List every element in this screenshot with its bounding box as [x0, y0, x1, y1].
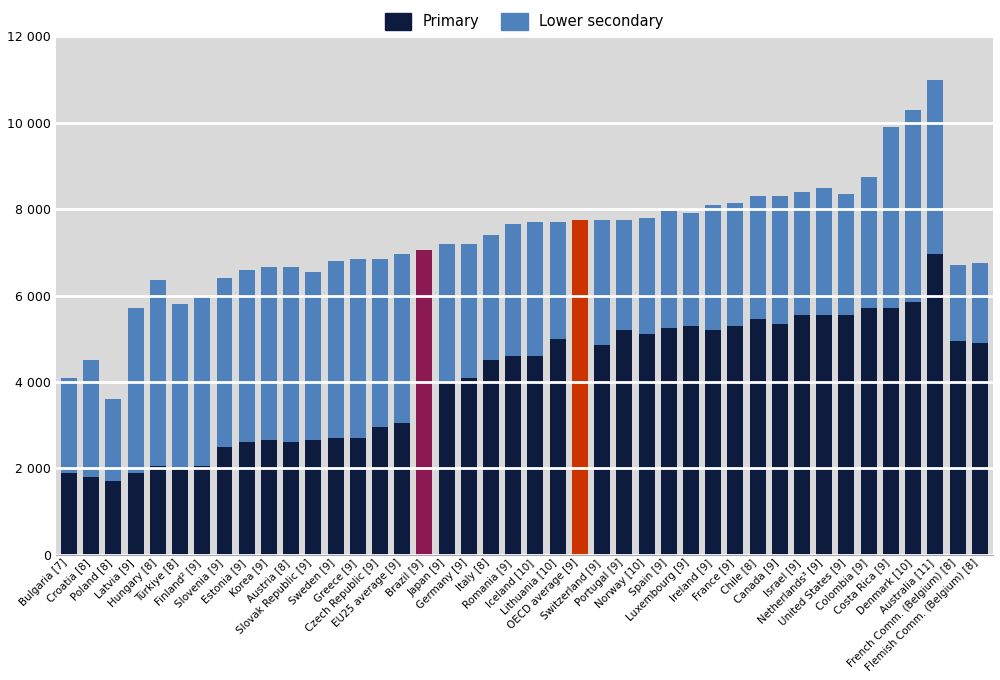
Bar — [527, 356, 543, 555]
Bar — [461, 243, 477, 377]
Bar — [350, 438, 366, 555]
Bar — [194, 296, 210, 466]
Bar — [239, 269, 255, 443]
Bar — [172, 469, 188, 555]
Bar — [750, 320, 766, 555]
Bar — [816, 188, 832, 315]
Bar — [305, 440, 321, 555]
Bar — [639, 218, 655, 335]
Bar — [572, 220, 588, 339]
Bar — [483, 360, 499, 555]
Bar — [283, 267, 299, 443]
Bar — [239, 443, 255, 555]
Bar — [328, 261, 344, 438]
Bar — [972, 343, 988, 555]
Bar — [150, 466, 166, 555]
Bar — [439, 243, 455, 382]
Bar — [705, 330, 721, 555]
Bar — [172, 304, 188, 469]
Bar — [838, 194, 854, 315]
Bar — [105, 481, 121, 555]
Bar — [572, 339, 588, 555]
Bar — [950, 265, 966, 341]
Bar — [372, 427, 388, 555]
Bar — [261, 267, 277, 440]
Bar — [483, 235, 499, 360]
Bar — [705, 205, 721, 330]
Bar — [727, 203, 743, 326]
Bar — [550, 222, 566, 339]
Bar — [439, 382, 455, 555]
Bar — [772, 196, 788, 324]
Bar — [217, 278, 232, 447]
Bar — [505, 356, 521, 555]
Bar — [261, 440, 277, 555]
Bar — [594, 220, 610, 345]
Bar — [727, 326, 743, 555]
Bar — [461, 377, 477, 555]
Bar — [772, 324, 788, 555]
Legend: Primary, Lower secondary: Primary, Lower secondary — [379, 7, 670, 36]
Bar — [905, 109, 921, 302]
Bar — [83, 360, 99, 477]
Bar — [128, 309, 144, 473]
Bar — [794, 192, 810, 315]
Bar — [194, 466, 210, 555]
Bar — [505, 224, 521, 356]
Bar — [217, 447, 232, 555]
Bar — [394, 254, 410, 423]
Bar — [883, 309, 899, 555]
Bar — [950, 341, 966, 555]
Bar — [661, 328, 677, 555]
Bar — [372, 259, 388, 427]
Bar — [527, 222, 543, 356]
Bar — [83, 477, 99, 555]
Bar — [905, 302, 921, 555]
Bar — [750, 196, 766, 320]
Bar — [794, 315, 810, 555]
Bar — [616, 220, 632, 330]
Bar — [616, 330, 632, 555]
Bar — [927, 80, 943, 254]
Bar — [927, 254, 943, 555]
Bar — [861, 309, 877, 555]
Bar — [683, 326, 699, 555]
Bar — [661, 211, 677, 328]
Bar — [550, 339, 566, 555]
Bar — [972, 263, 988, 343]
Bar — [283, 443, 299, 555]
Bar — [150, 280, 166, 466]
Bar — [105, 399, 121, 481]
Bar — [328, 438, 344, 555]
Bar — [861, 177, 877, 309]
Bar — [416, 250, 432, 379]
Bar — [128, 473, 144, 555]
Bar — [683, 214, 699, 326]
Bar — [594, 345, 610, 555]
Bar — [305, 272, 321, 440]
Bar — [394, 423, 410, 555]
Bar — [639, 335, 655, 555]
Bar — [416, 379, 432, 555]
Bar — [883, 127, 899, 309]
Bar — [838, 315, 854, 555]
Bar — [350, 259, 366, 438]
Bar — [61, 473, 77, 555]
Bar — [816, 315, 832, 555]
Bar — [61, 377, 77, 473]
